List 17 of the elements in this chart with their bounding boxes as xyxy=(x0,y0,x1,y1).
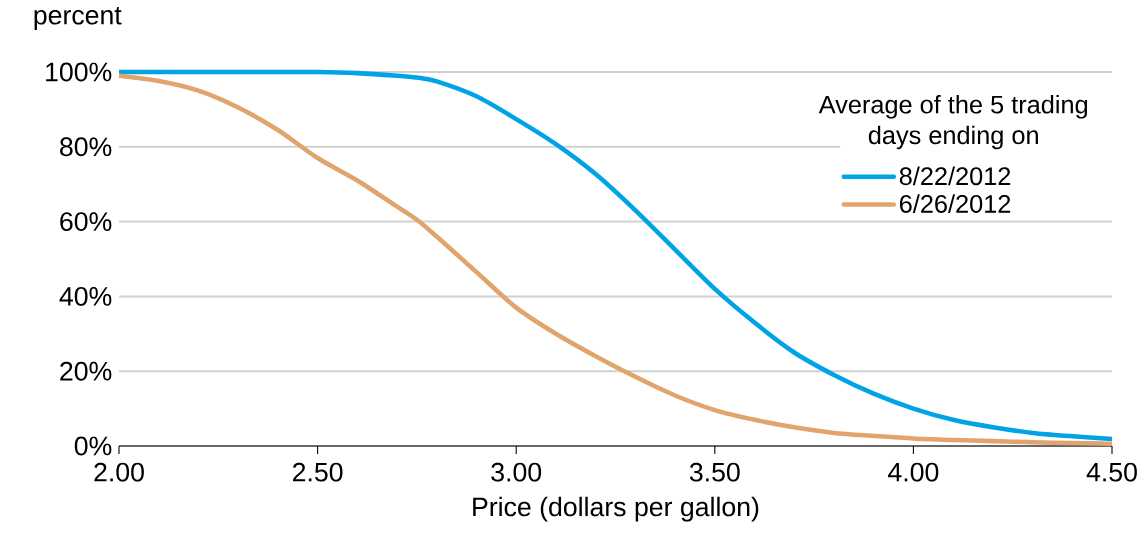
x-tick-label: 3.00 xyxy=(491,462,542,482)
x-tick-label: 4.00 xyxy=(888,462,939,482)
y-tick-label: 40% xyxy=(59,286,112,306)
x-tick-label: 2.00 xyxy=(94,462,144,482)
x-axis-title: Price (dollars per gallon) xyxy=(473,496,759,522)
x-tick-label: 3.50 xyxy=(689,462,740,482)
y-tick-label: 80% xyxy=(60,137,112,157)
legend-title: Average of the 5 trading days ending on xyxy=(818,94,1087,150)
y-tick-label: 20% xyxy=(60,361,112,381)
y-tick-label: 60% xyxy=(60,212,112,232)
y-axis-title: percent xyxy=(34,7,122,30)
x-tick-label: 2.50 xyxy=(292,462,343,482)
y-tick-label: 0% xyxy=(74,436,112,456)
y-tick-label: 100% xyxy=(46,62,112,82)
legend-label: 8/22/2012 xyxy=(899,166,1011,186)
x-tick-label: 4.50 xyxy=(1086,462,1137,482)
legend-label: 6/26/2012 xyxy=(899,194,1011,213)
